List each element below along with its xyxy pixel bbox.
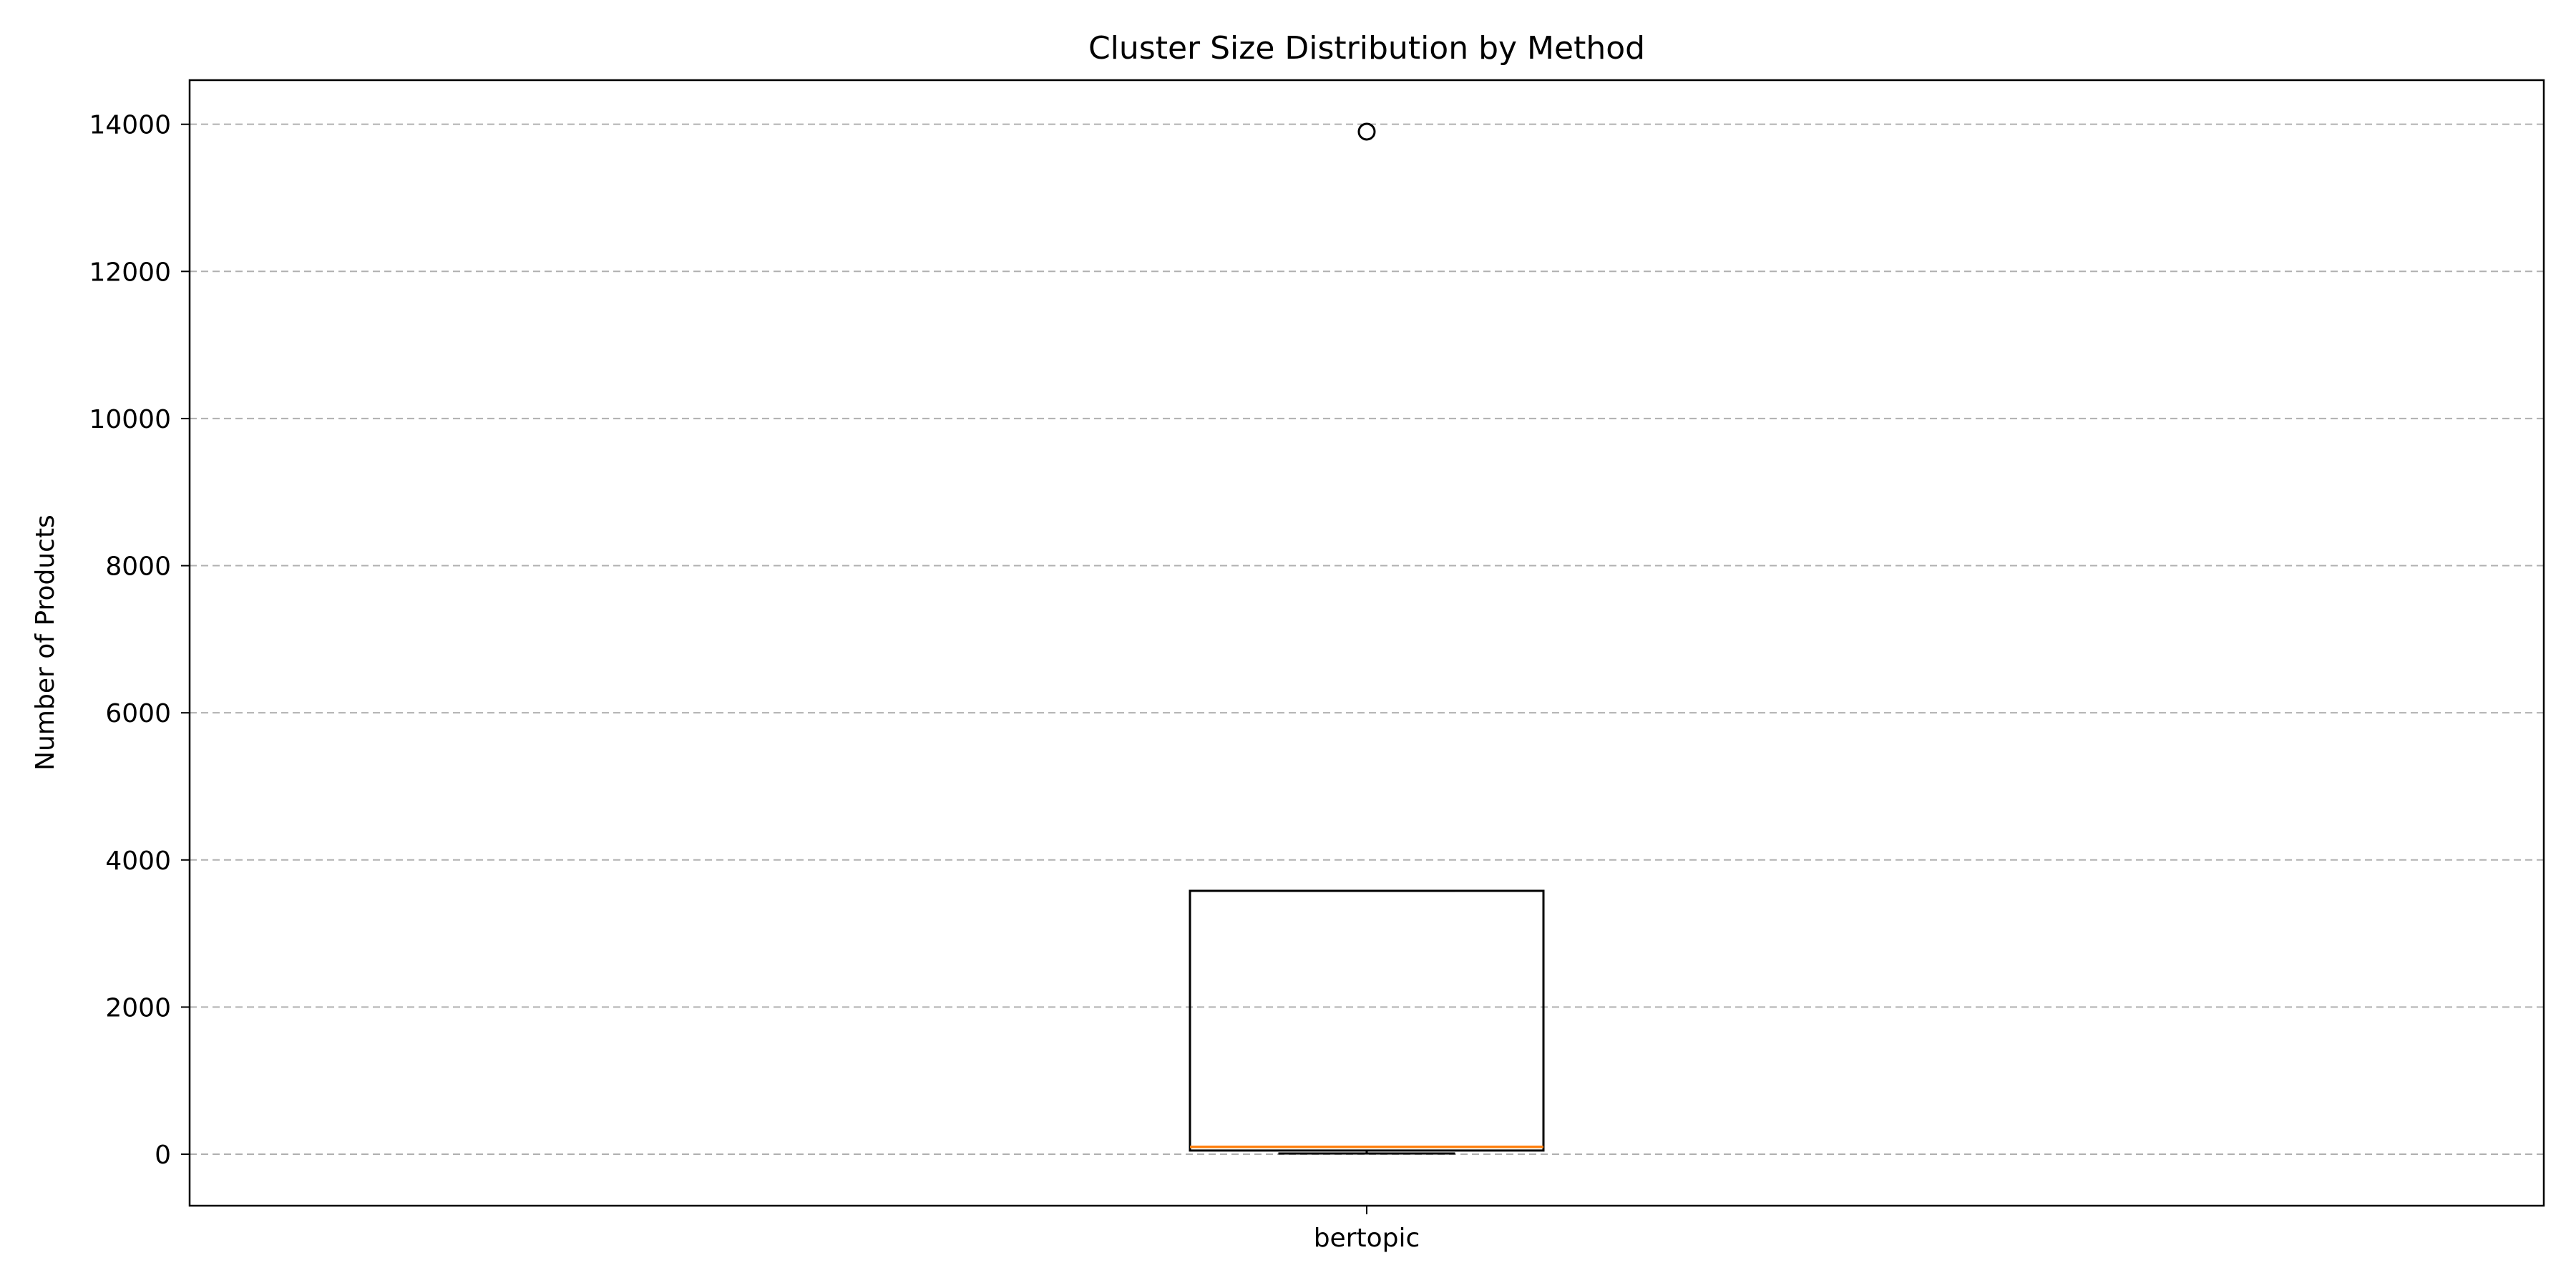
boxes <box>1189 122 1545 1155</box>
gridlines <box>190 123 2544 1156</box>
y-tick-label: 6000 <box>105 699 171 728</box>
x-axis: bertopic <box>1314 1206 1420 1253</box>
y-tick-label: 2000 <box>105 993 171 1023</box>
y-tick-label: 4000 <box>105 847 171 876</box>
y-axis-label: Number of Products <box>31 514 60 771</box>
plot-frame <box>188 79 2545 1207</box>
x-tick-label: bertopic <box>1314 1224 1420 1253</box>
box-iqr <box>1189 889 1545 1152</box>
y-axis: 0 2000 4000 6000 8000 10000 12000 14000 <box>89 111 190 1170</box>
chart-title: Cluster Size Distribution by Method <box>1088 30 1645 67</box>
y-tick-label: 14000 <box>89 111 171 140</box>
y-tick-label: 8000 <box>105 552 171 582</box>
outlier-point <box>1357 122 1376 141</box>
y-tick-label: 12000 <box>89 258 171 287</box>
y-tick-label: 0 <box>155 1141 171 1170</box>
y-tick-label: 10000 <box>89 405 171 434</box>
